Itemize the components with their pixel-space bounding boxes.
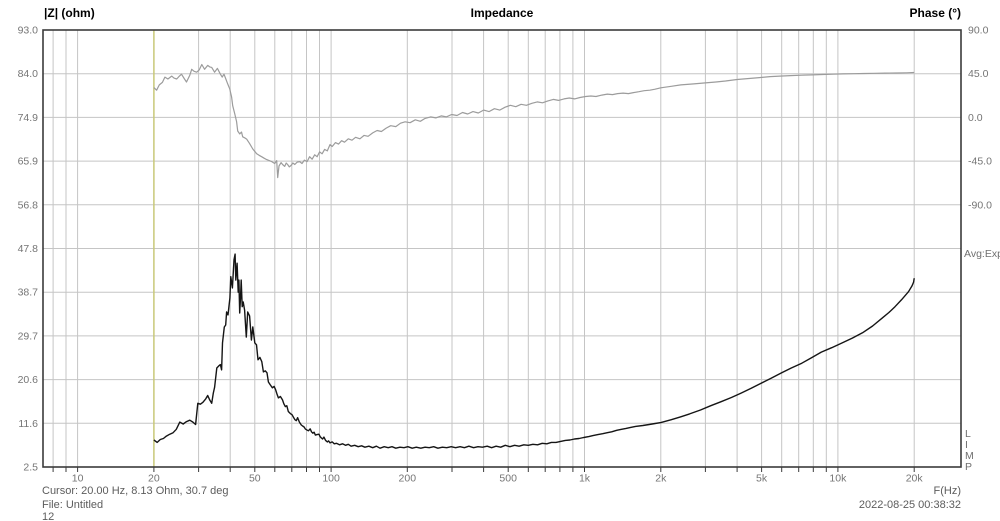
x-tick-label: 5k <box>756 473 768 485</box>
cursor-readout: Cursor: 20.00 Hz, 8.13 Ohm, 30.7 deg <box>42 485 229 497</box>
file-label: File: Untitled <box>42 499 103 511</box>
x-tick-label: 50 <box>249 473 261 485</box>
y-left-tick-label: 20.6 <box>18 374 39 386</box>
x-tick-label: 1k <box>579 473 591 485</box>
y-right-tick-label: 90.0 <box>968 25 989 37</box>
app-name-letter: P <box>965 461 972 473</box>
y-left-tick-label: 11.6 <box>18 418 38 430</box>
y-left-tick-label: 56.8 <box>18 199 39 211</box>
y-left-tick-label: 2.5 <box>23 462 38 474</box>
y-right-tick-label: 0.0 <box>968 112 983 124</box>
border-layer <box>42 29 962 468</box>
y-left-tick-label: 29.7 <box>18 330 39 342</box>
x-tick-label: 20 <box>148 473 160 485</box>
x-tick-label: 200 <box>399 473 417 485</box>
x-tick-label: 500 <box>499 473 517 485</box>
grid-layer <box>43 30 961 472</box>
y-left-tick-label: 93.0 <box>18 25 39 37</box>
left-axis-title: |Z| (ohm) <box>44 6 95 20</box>
y-left-tick-label: 47.8 <box>18 243 39 255</box>
phase-curve <box>153 63 915 179</box>
chart-title: Impedance <box>471 6 534 20</box>
impedance_magnitude-curve <box>153 253 915 449</box>
app-name-letter: I <box>965 439 968 451</box>
x-tick-label: 20k <box>906 473 924 485</box>
right-axis-title: Phase (°) <box>910 6 961 20</box>
x-tick-label: 2k <box>655 473 667 485</box>
curve-layer <box>153 30 915 467</box>
plot-area[interactable] <box>42 29 962 468</box>
y-left-tick-label: 84.0 <box>18 68 39 80</box>
measurement-counter: 12 <box>42 511 54 521</box>
y-left-tick-label: 38.7 <box>18 287 39 299</box>
tick-layer: 93.0 84.0 74.9 65.9 56.8 47.8 38.7 29.7 20.6 11.6… <box>18 25 993 485</box>
x-tick-label: 10k <box>829 473 847 485</box>
x-tick-label: 10 <box>72 473 84 485</box>
app-name-letter: M <box>965 450 974 462</box>
y-left-tick-label: 65.9 <box>18 156 39 168</box>
y-right-tick-label: 45.0 <box>968 68 989 80</box>
y-right-tick-label: -90.0 <box>968 199 992 211</box>
x-axis-title: F(Hz) <box>934 485 962 497</box>
y-left-tick-label: 74.9 <box>18 112 39 124</box>
y-right-tick-label: -45.0 <box>968 156 992 168</box>
app-name-letter: L <box>965 428 971 440</box>
x-tick-label: 100 <box>322 473 340 485</box>
averaging-mode-label: Avg:Exp <box>964 248 1000 260</box>
timestamp: 2022-08-25 00:38:32 <box>859 499 961 511</box>
